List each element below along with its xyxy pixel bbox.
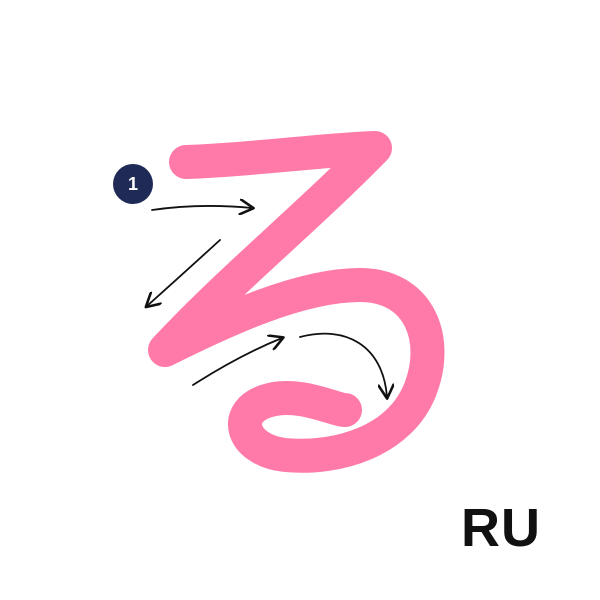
direction-arrow-up-right: [192, 338, 282, 386]
stroke-number-badge: 1: [113, 164, 153, 204]
direction-arrow-right: [151, 206, 252, 210]
kana-stroke-ru: [148, 131, 445, 473]
direction-arrow-down-left: [147, 239, 221, 306]
stroke-number: 1: [127, 174, 138, 194]
direction-arrow-curve-down: [299, 332, 387, 397]
romaji-label: RU: [461, 498, 541, 558]
